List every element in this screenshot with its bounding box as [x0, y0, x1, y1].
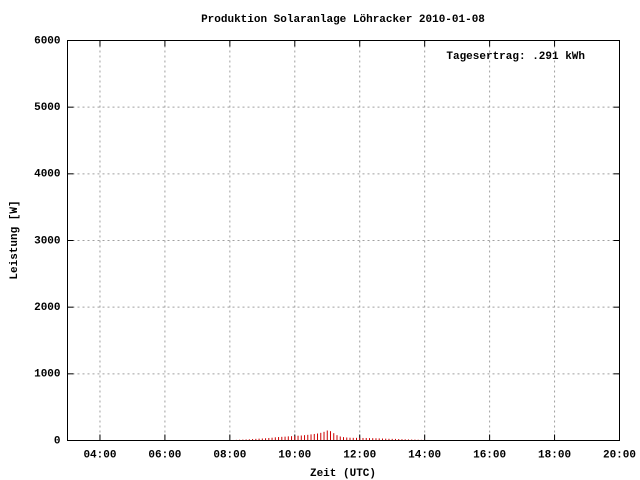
- plot-border: [67, 40, 620, 441]
- y-tick-label: 5000: [34, 102, 60, 114]
- annotation: Tagesertrag: .291 kWh: [446, 51, 585, 63]
- y-tick-label: 0: [54, 435, 61, 447]
- x-tick-label: 12:00: [343, 449, 376, 461]
- y-tick-label: 3000: [34, 235, 60, 247]
- x-tick-label: 10:00: [278, 449, 311, 461]
- y-tick-label: 2000: [34, 302, 60, 314]
- x-axis-label: Zeit (UTC): [310, 468, 376, 480]
- chart-title: Produktion Solaranlage Löhracker 2010-01…: [201, 14, 485, 26]
- x-tick-label: 14:00: [408, 449, 441, 461]
- x-tick-label: 08:00: [213, 449, 246, 461]
- x-tick-label: 06:00: [148, 449, 181, 461]
- y-axis-label: Leistung [W]: [9, 200, 21, 279]
- x-tick-label: 04:00: [83, 449, 116, 461]
- x-tick-label: 18:00: [538, 449, 571, 461]
- y-tick-label: 6000: [34, 35, 60, 47]
- x-tick-label: 16:00: [473, 449, 506, 461]
- y-tick-label: 1000: [34, 369, 60, 381]
- x-tick-label: 20:00: [603, 449, 636, 461]
- y-tick-label: 4000: [34, 169, 60, 181]
